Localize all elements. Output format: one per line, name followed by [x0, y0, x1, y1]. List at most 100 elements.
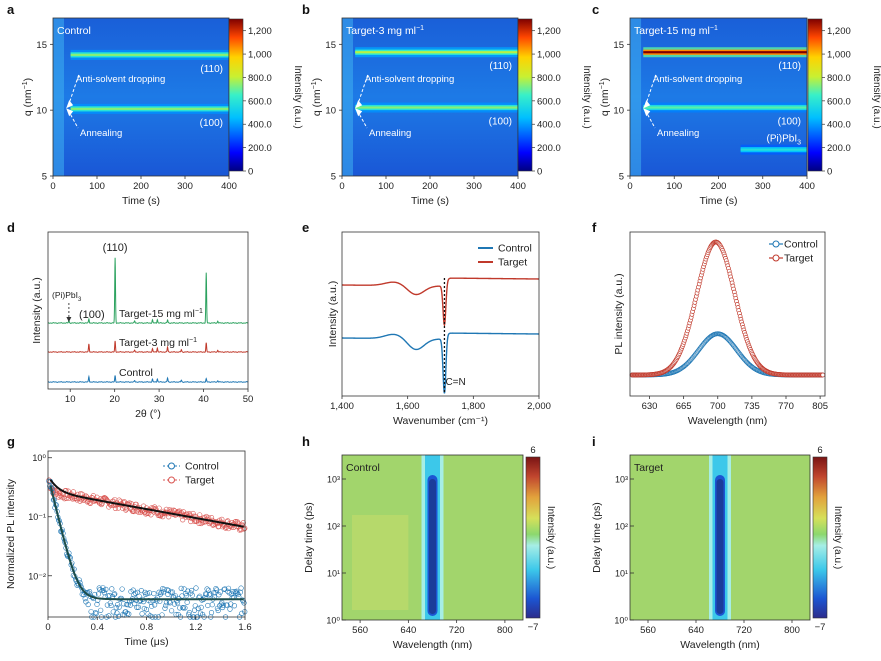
- control-point: [216, 592, 222, 598]
- control-point: [81, 592, 87, 598]
- control-point: [113, 605, 119, 611]
- control-point: [109, 586, 115, 592]
- control-point: [88, 609, 94, 615]
- xrd-trace: [47, 374, 249, 383]
- heatmap-area: (110) (100) (Pi)PbI3 Target-15 mg ml−1 Anti-…: [630, 18, 807, 176]
- panel-h: Control 10⁰ 10¹ 10² 10³ Wavelength (nm) Delay …: [303, 445, 556, 651]
- x-axis-label: 2θ (°): [135, 408, 161, 420]
- x-axis-tick-label: 1,400: [330, 401, 354, 412]
- x-axis-label: Time (s): [699, 195, 737, 207]
- heatmap-area: (110) (100) Control Anti-solvent dropping An…: [53, 18, 229, 176]
- x-axis-tick-label: 0.8: [140, 622, 153, 633]
- peak-label: (110): [778, 61, 801, 72]
- legend-label: Target: [185, 475, 214, 487]
- x-axis-tick-label: 0: [50, 181, 55, 192]
- x-axis-tick-label: 560: [640, 625, 656, 636]
- control-point: [203, 591, 209, 597]
- peak-core: [70, 107, 229, 110]
- control-point: [184, 599, 190, 605]
- y-axis-label: Delay time (ps): [591, 502, 603, 573]
- colorbar-label: Intensity (a.u.): [545, 506, 556, 569]
- control-point: [227, 606, 233, 612]
- x-axis-tick-label: 50: [243, 394, 254, 405]
- target-point: [219, 516, 225, 522]
- control-point: [108, 602, 114, 609]
- control-point: [139, 611, 145, 617]
- colorbar-tick-label: 1,200: [248, 26, 272, 37]
- colorbar-tick-label: 200.0: [827, 143, 851, 154]
- control-point: [172, 593, 178, 599]
- control-point: [112, 591, 118, 597]
- control-point: [183, 593, 189, 599]
- control-point: [127, 602, 133, 608]
- y-axis-tick-label: 15: [613, 40, 624, 51]
- annealing-arrow: [67, 109, 79, 129]
- colorbar: [517, 18, 533, 172]
- x-axis-tick-label: 0: [339, 181, 344, 192]
- target-point: [55, 494, 62, 500]
- superscript: −1: [311, 81, 318, 89]
- control-point: [215, 607, 221, 614]
- legend-marker: [772, 240, 780, 248]
- y-axis-tick-label: 5: [42, 172, 47, 183]
- panel-c: (110) (100) (Pi)PbI3 Target-15 mg ml−1 Anti-…: [599, 17, 881, 207]
- colorbar-tick-label: 6: [817, 445, 822, 456]
- control-point: [85, 601, 91, 608]
- arrow-head: [66, 317, 72, 322]
- positive-region: [352, 515, 409, 610]
- x-axis-tick-label: 0.4: [91, 622, 104, 633]
- x-axis-tick-label: 200: [133, 181, 149, 192]
- y-axis-label: Intensity (a.u.): [31, 277, 43, 344]
- colorbar-tick-label: 800.0: [827, 73, 851, 84]
- peak-core: [643, 106, 807, 109]
- control-point: [93, 610, 99, 617]
- colorbar: [807, 18, 823, 172]
- series-label: Control: [119, 367, 153, 379]
- x-axis-label: Time (μs): [124, 636, 168, 648]
- plot-frame: [341, 454, 524, 621]
- colorbar-tick-label: 1,000: [537, 50, 561, 61]
- y-axis-tick-label: 10²: [327, 522, 340, 532]
- x-axis-tick-label: 735: [744, 401, 760, 412]
- control-point: [115, 602, 121, 608]
- x-axis-tick-label: 20: [109, 394, 120, 405]
- legend-label: Control: [498, 243, 532, 255]
- control-point: [169, 589, 175, 595]
- target-point: [216, 523, 222, 530]
- x-axis-tick-label: 10: [65, 394, 76, 405]
- control-point: [82, 595, 88, 602]
- bleach-core: [716, 479, 724, 614]
- control-point: [180, 605, 187, 611]
- control-point: [217, 589, 223, 595]
- panel-e: C=N Wavenumber (cm⁻¹) Intensity (a.u.) Cont…: [327, 231, 540, 427]
- heatmap-background: [342, 18, 518, 176]
- x-axis-tick-label: 560: [352, 625, 368, 636]
- legend-label: Target: [784, 253, 813, 265]
- peak-core: [355, 106, 518, 109]
- control-point: [234, 590, 240, 596]
- y-axis-tick-label: 10³: [327, 475, 340, 485]
- colorbar: [525, 456, 541, 619]
- colorbar-tick-label: 400.0: [827, 120, 851, 131]
- panel-letter-a: a: [7, 2, 15, 17]
- target-point: [112, 505, 119, 511]
- target-point: [188, 518, 194, 525]
- control-point: [168, 589, 174, 595]
- control-point: [212, 589, 218, 596]
- y-axis-tick-label: 10: [325, 106, 336, 117]
- control-point: [126, 611, 132, 617]
- target-point: [58, 494, 65, 500]
- legend-marker: [168, 476, 175, 484]
- peak-label: (110): [489, 61, 512, 72]
- y-axis-label: Delay time (ps): [303, 502, 315, 573]
- dropping-arrow: [356, 73, 369, 107]
- control-point: [123, 601, 130, 608]
- early-time-strip: [53, 18, 64, 176]
- control-point: [131, 592, 137, 598]
- legend-label: Control: [185, 461, 219, 473]
- target-point: [56, 490, 62, 496]
- colorbar-tick-label: 200.0: [537, 143, 561, 154]
- control-point: [220, 602, 226, 608]
- colorbar-tick-label: 0: [827, 167, 832, 178]
- target-point: [77, 498, 83, 504]
